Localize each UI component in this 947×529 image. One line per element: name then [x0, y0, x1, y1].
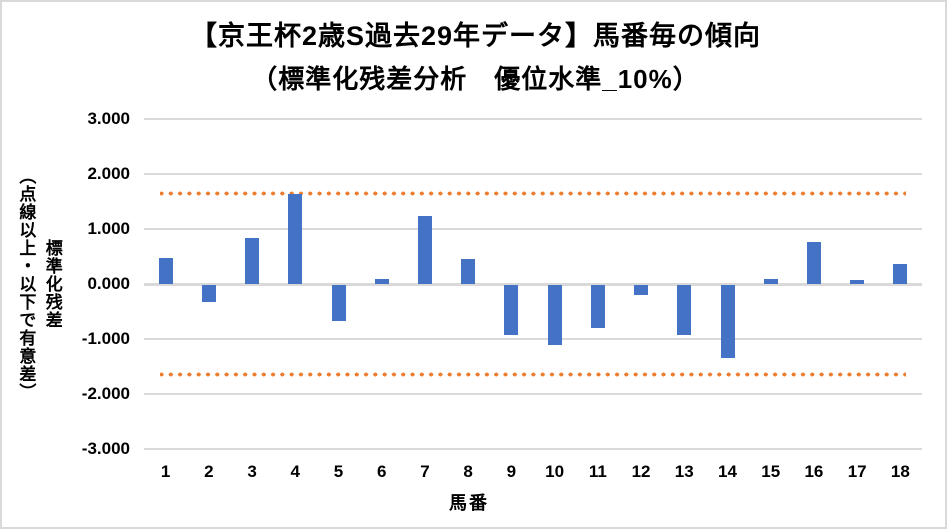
gridline [144, 118, 922, 120]
x-axis-title: 馬番 [449, 493, 489, 513]
gridline [144, 173, 922, 175]
bar-horse-18 [893, 263, 908, 284]
x-tick-label: 11 [588, 462, 607, 481]
x-tick-label: 4 [290, 462, 300, 481]
x-tick-label: 10 [545, 462, 565, 481]
y-axis-title: 標準化残差 （点線以上・以下で有意差） [12, 119, 65, 449]
x-tick-label: 17 [847, 462, 867, 481]
upper-significance-dotted-line [159, 191, 907, 197]
gridline [144, 448, 922, 450]
x-tick-label: 8 [463, 462, 473, 481]
x-tick-label: 1 [160, 462, 171, 481]
zero-axis-line [144, 283, 922, 286]
bar-horse-3 [245, 237, 260, 284]
bar-horse-6 [374, 279, 389, 284]
x-tick-label: 18 [890, 462, 910, 481]
bar-horse-2 [201, 285, 216, 303]
y-tick-label: -1.000 [81, 329, 130, 348]
x-tick-label: 14 [718, 462, 737, 481]
bar-horse-9 [504, 285, 519, 335]
gridline [144, 393, 922, 395]
y-tick-label: 2.000 [87, 164, 130, 183]
y-tick-label: 1.000 [87, 219, 130, 238]
bar-horse-8 [461, 258, 476, 284]
gridline [144, 338, 922, 340]
lower-significance-dotted-line [159, 371, 907, 377]
y-tick-label: -3.000 [81, 439, 130, 458]
x-tick-label: 2 [204, 462, 214, 481]
bar-horse-13 [677, 285, 692, 335]
bar-horse-16 [806, 242, 821, 284]
bar-horse-7 [417, 216, 432, 284]
bar-horse-12 [634, 285, 649, 296]
bar-horse-17 [850, 279, 865, 284]
bar-horse-11 [590, 285, 605, 328]
x-tick-label: 12 [631, 462, 651, 481]
plot-area [144, 118, 922, 450]
chart-title: 【京王杯2歳S過去29年データ】馬番毎の傾向 [189, 21, 762, 51]
x-tick-label: 16 [804, 462, 824, 481]
bar-horse-14 [720, 285, 735, 358]
y-axis-title-main: 標準化残差 [42, 239, 62, 329]
bar-horse-10 [547, 285, 562, 345]
x-tick-label: 9 [506, 462, 517, 481]
x-tick-label: 3 [247, 462, 257, 481]
y-tick-label: -2.000 [81, 384, 130, 403]
x-tick-label: 13 [674, 462, 694, 481]
bar-horse-1 [158, 258, 173, 284]
y-axis-title-note: （点線以上・以下で有意差） [16, 167, 36, 401]
bar-horse-5 [331, 285, 346, 322]
bar-horse-15 [763, 278, 778, 284]
x-tick-label: 5 [333, 462, 344, 481]
gridline [144, 228, 922, 230]
chart-subtitle: （標準化残差分析 優位水準_10%） [251, 64, 700, 94]
x-tick-label: 7 [420, 462, 430, 481]
x-tick-label: 6 [376, 462, 387, 481]
y-tick-label: 0.000 [87, 274, 130, 293]
x-tick-label: 15 [761, 462, 781, 481]
y-tick-label: 3.000 [87, 109, 130, 128]
bar-horse-4 [288, 194, 303, 284]
